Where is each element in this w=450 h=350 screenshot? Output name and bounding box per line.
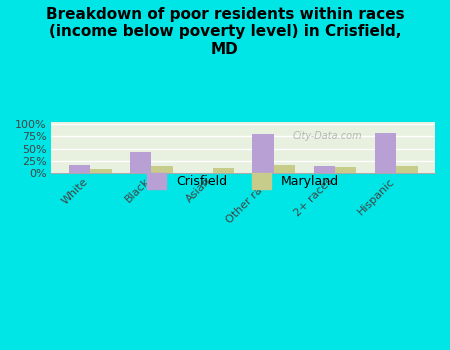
Bar: [252, 134, 274, 173]
Bar: [130, 152, 152, 173]
Bar: [375, 133, 396, 173]
Text: Breakdown of poor residents within races
(income below poverty level) in Crisfie: Breakdown of poor residents within races…: [46, 7, 404, 57]
Bar: [152, 166, 173, 173]
Legend: Crisfield, Maryland: Crisfield, Maryland: [142, 168, 344, 194]
Bar: [69, 165, 90, 173]
Bar: [396, 166, 418, 173]
Bar: [314, 166, 335, 173]
Bar: [274, 165, 295, 173]
Bar: [90, 169, 112, 173]
Bar: [335, 167, 356, 173]
Text: City-Data.com: City-Data.com: [293, 131, 362, 141]
Bar: [213, 168, 234, 173]
